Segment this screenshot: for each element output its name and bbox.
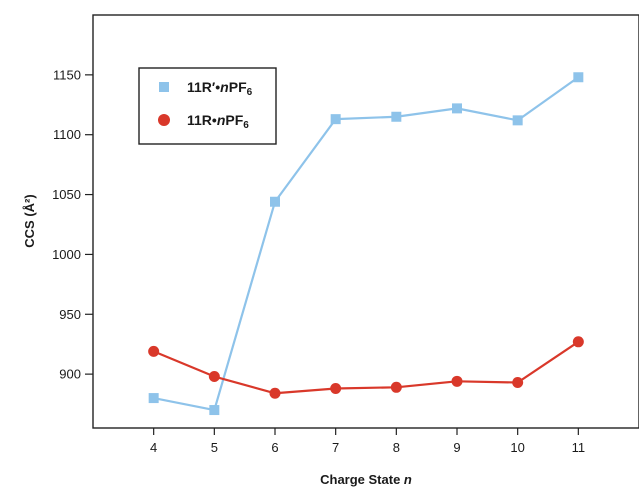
data-point-series-1	[573, 72, 584, 83]
x-tick-label: 6	[271, 440, 278, 455]
data-point-series-1	[512, 115, 523, 126]
data-point-series-2	[269, 387, 281, 399]
plot-frame	[92, 14, 639, 429]
data-point-series-1	[391, 111, 402, 122]
x-tick-label: 7	[332, 440, 339, 455]
series	[148, 72, 584, 416]
data-point-series-2	[451, 375, 463, 387]
series-line-2	[153, 340, 579, 395]
x-tick-label: 10	[510, 440, 524, 455]
x-axis-title: Charge State n	[320, 472, 412, 487]
y-tick-label: 900	[59, 367, 81, 382]
data-point-series-2	[512, 377, 524, 389]
x-tick-label: 9	[453, 440, 460, 455]
x-tick-label: 4	[150, 440, 157, 455]
axes	[92, 14, 639, 429]
data-point-series-1	[452, 103, 462, 114]
data-point-series-2	[148, 345, 160, 357]
data-point-series-1	[270, 196, 280, 207]
data-point-series-1	[209, 405, 220, 416]
legend-box	[138, 67, 277, 145]
data-point-series-2	[330, 382, 342, 394]
ticks: 900 950 1000 1050 1100 1150 4 5 6 7 8 9 10 11	[52, 67, 585, 455]
y-axis-title: CCS (Å²)	[22, 194, 37, 247]
series-line-1	[153, 76, 579, 412]
data-point-series-1	[148, 393, 159, 404]
y-tick-label: 950	[59, 307, 81, 322]
y-tick-label: 1000	[52, 247, 81, 262]
y-tick-label: 1150	[53, 67, 81, 82]
legend-label-series-2: 11R•nPF6	[187, 112, 249, 131]
legend-marker-series-2	[158, 114, 170, 126]
data-point-series-2	[208, 371, 220, 383]
data-point-series-2	[572, 336, 584, 348]
y-tick-label: 1050	[52, 187, 81, 202]
legend-label-series-1: 11R′•nPF6	[187, 79, 253, 98]
data-point-series-1	[330, 114, 341, 125]
legend-marker-series-1	[159, 82, 169, 92]
legend: 11R′•nPF6 11R•nPF6	[138, 67, 277, 145]
x-tick-label: 11	[572, 440, 586, 455]
x-tick-label: 5	[211, 440, 218, 455]
y-tick-label: 1100	[53, 127, 81, 142]
x-tick-label: 8	[393, 440, 400, 455]
data-point-series-2	[390, 381, 402, 393]
